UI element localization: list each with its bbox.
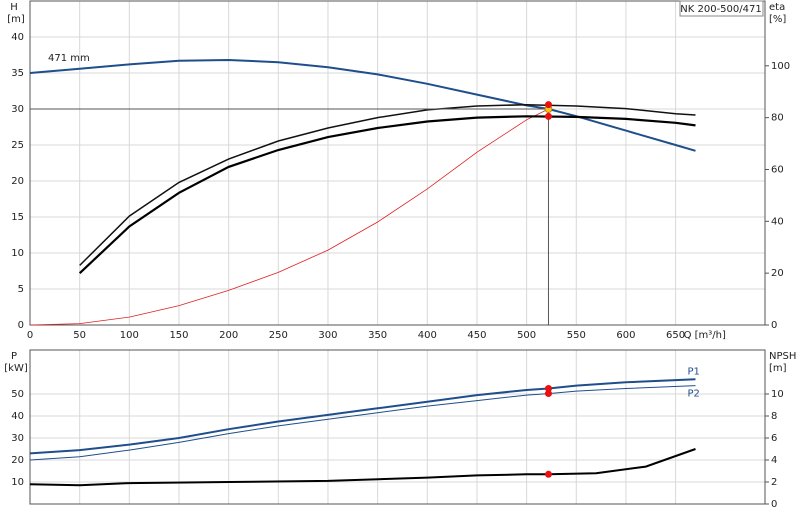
y2-axis-unit: [m] — [769, 363, 787, 374]
x-tick-label: 650 — [666, 330, 685, 341]
operating-point — [544, 385, 552, 392]
y2-tick-label: 40 — [771, 216, 784, 227]
y2-tick-label: 100 — [771, 61, 790, 72]
y-tick-label: 50 — [11, 389, 24, 400]
curve-label: 471 mm — [48, 53, 90, 64]
y-axis-unit: [kW] — [4, 363, 28, 374]
y2-tick-label: 60 — [771, 164, 784, 175]
y-tick-label: 20 — [11, 176, 24, 187]
y2-tick-label: 20 — [771, 268, 784, 279]
operating-point — [544, 112, 552, 120]
y-axis-label: P — [11, 351, 17, 362]
x-tick-label: 0 — [27, 330, 33, 341]
x-axis-label: Q [m³/h] — [684, 330, 726, 341]
y-tick-label: 0 — [18, 320, 24, 331]
plot-frame — [29, 0, 766, 326]
x-tick-label: 600 — [616, 330, 635, 341]
operating-point — [544, 101, 552, 109]
x-tick-label: 300 — [318, 330, 337, 341]
x-tick-label: 200 — [219, 330, 238, 341]
curve-label: P2 — [687, 389, 699, 400]
y2-tick-label: 80 — [771, 113, 784, 124]
y-tick-label: 25 — [11, 140, 24, 151]
curve — [79, 103, 696, 266]
y-axis-unit: [m] — [7, 14, 25, 25]
y-tick-label: 15 — [11, 212, 24, 223]
y2-tick-label: 0 — [771, 320, 777, 331]
y-tick-label: 40 — [11, 32, 24, 43]
curve — [78, 115, 696, 275]
curve — [29, 108, 549, 326]
y2-axis-label: NPSH — [769, 351, 796, 362]
y2-tick-label: 10 — [771, 389, 784, 400]
x-tick-label: 50 — [73, 330, 86, 341]
plot-frame — [29, 349, 766, 505]
x-tick-label: 250 — [269, 330, 288, 341]
y-tick-label: 40 — [11, 411, 24, 422]
x-tick-label: 550 — [567, 330, 586, 341]
y-tick-label: 20 — [11, 455, 24, 466]
y-tick-label: 10 — [11, 477, 24, 488]
x-tick-label: 150 — [169, 330, 188, 341]
curve — [29, 385, 696, 461]
x-tick-label: 500 — [517, 330, 536, 341]
curve — [29, 378, 696, 455]
y2-tick-label: 4 — [771, 455, 777, 466]
operating-point — [544, 470, 552, 478]
curve — [29, 448, 696, 487]
x-tick-label: 350 — [368, 330, 387, 341]
y-tick-label: 10 — [11, 248, 24, 259]
curve — [29, 58, 696, 152]
y-tick-label: 30 — [11, 433, 24, 444]
y2-tick-label: 6 — [771, 433, 777, 444]
x-tick-label: 100 — [120, 330, 139, 341]
y-axis-label: H — [10, 2, 18, 13]
x-tick-label: 400 — [418, 330, 437, 341]
y2-axis-unit: [%] — [769, 14, 786, 25]
y2-tick-label: 2 — [771, 477, 777, 488]
y-tick-label: 5 — [18, 284, 24, 295]
y-tick-label: 30 — [11, 104, 24, 115]
y2-tick-label: 8 — [771, 411, 777, 422]
curve-label: P1 — [687, 366, 699, 377]
y-tick-label: 35 — [11, 68, 24, 79]
chart-title: NK 200-500/471 — [680, 4, 761, 15]
y2-axis-label: eta — [769, 2, 785, 13]
operating-point — [544, 390, 552, 398]
y2-tick-label: 0 — [771, 499, 777, 510]
title-box — [679, 0, 764, 17]
x-tick-label: 450 — [467, 330, 486, 341]
